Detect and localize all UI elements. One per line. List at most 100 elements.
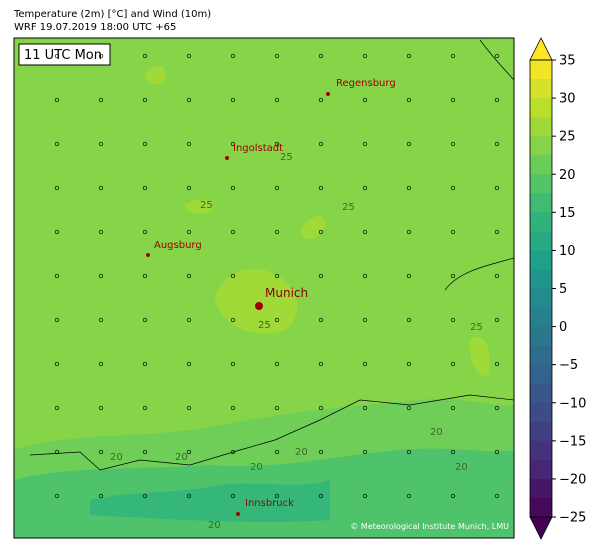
station bbox=[450, 317, 456, 323]
station bbox=[230, 141, 236, 147]
station bbox=[362, 449, 368, 455]
station bbox=[318, 449, 324, 455]
station bbox=[494, 185, 500, 191]
station bbox=[406, 361, 412, 367]
station bbox=[362, 53, 368, 59]
station bbox=[450, 53, 456, 59]
station bbox=[406, 493, 412, 499]
station bbox=[230, 229, 236, 235]
station bbox=[98, 97, 104, 103]
city-label: Ingolstadt bbox=[233, 143, 283, 154]
subtitle: WRF 19.07.2019 18:00 UTC +65 bbox=[14, 22, 176, 33]
station bbox=[318, 493, 324, 499]
colorbar-band bbox=[530, 79, 552, 99]
station bbox=[142, 141, 148, 147]
station bbox=[450, 449, 456, 455]
station bbox=[54, 273, 60, 279]
station bbox=[230, 361, 236, 367]
border bbox=[444, 257, 515, 291]
station bbox=[494, 405, 500, 411]
station bbox=[450, 405, 456, 411]
station bbox=[406, 97, 412, 103]
station bbox=[274, 493, 280, 499]
station bbox=[274, 317, 280, 323]
contour-label: 25 bbox=[200, 200, 213, 211]
contour-label: 20 bbox=[250, 462, 263, 473]
station bbox=[274, 185, 280, 191]
station bbox=[406, 405, 412, 411]
colorbar-band bbox=[530, 98, 552, 118]
border bbox=[479, 39, 515, 81]
station bbox=[318, 97, 324, 103]
colorbar-tick-label: 10 bbox=[559, 244, 576, 259]
station bbox=[494, 317, 500, 323]
border bbox=[29, 394, 515, 471]
station bbox=[230, 317, 236, 323]
station bbox=[362, 493, 368, 499]
station bbox=[186, 97, 192, 103]
station bbox=[406, 317, 412, 323]
station bbox=[142, 361, 148, 367]
station bbox=[450, 185, 456, 191]
station bbox=[142, 229, 148, 235]
station bbox=[142, 317, 148, 323]
station bbox=[98, 229, 104, 235]
station bbox=[318, 405, 324, 411]
station bbox=[362, 361, 368, 367]
station bbox=[318, 317, 324, 323]
station bbox=[142, 53, 148, 59]
colorbar-tick-label: −25 bbox=[559, 511, 586, 526]
colorbar-band bbox=[530, 402, 552, 423]
colorbar-band bbox=[530, 269, 552, 289]
station bbox=[450, 141, 456, 147]
station bbox=[142, 405, 148, 411]
station bbox=[274, 141, 280, 147]
station bbox=[230, 405, 236, 411]
station bbox=[98, 449, 104, 455]
colorbar-band bbox=[530, 231, 552, 251]
city-label: Regensburg bbox=[336, 78, 396, 89]
station bbox=[186, 493, 192, 499]
station bbox=[230, 273, 236, 279]
station bbox=[406, 141, 412, 147]
city-dot bbox=[146, 253, 150, 257]
colorbar-band bbox=[530, 60, 552, 80]
colorbar-band bbox=[530, 174, 552, 194]
contour-label: 20 bbox=[295, 447, 308, 458]
colorbar-band bbox=[530, 497, 552, 518]
colorbar-band bbox=[530, 193, 552, 213]
station bbox=[142, 449, 148, 455]
station bbox=[362, 97, 368, 103]
station bbox=[186, 449, 192, 455]
station bbox=[142, 273, 148, 279]
credit: © Meteorological Institute Munich, LMU bbox=[350, 522, 509, 531]
terrain bbox=[90, 480, 330, 523]
station bbox=[494, 273, 500, 279]
colorbar-band bbox=[530, 288, 552, 309]
station bbox=[362, 273, 368, 279]
colorbar-tick-label: 5 bbox=[559, 282, 567, 297]
station bbox=[274, 273, 280, 279]
station bbox=[406, 185, 412, 191]
colorbar-tick-label: 20 bbox=[559, 168, 576, 183]
dynamic-layer: Regensburg Ingolstadt Augsburg Munich Innsbr… bbox=[54, 37, 586, 540]
station bbox=[230, 53, 236, 59]
station bbox=[54, 449, 60, 455]
station bbox=[274, 97, 280, 103]
station bbox=[406, 273, 412, 279]
station bbox=[98, 493, 104, 499]
colorbar-band bbox=[530, 478, 552, 499]
station bbox=[318, 185, 324, 191]
colorbar-extend-bottom bbox=[529, 516, 553, 540]
colorbar-band bbox=[530, 459, 552, 480]
warm-area bbox=[145, 65, 166, 85]
colorbar-tick-label: 15 bbox=[559, 206, 576, 221]
station bbox=[494, 97, 500, 103]
city-dot bbox=[326, 92, 330, 96]
station bbox=[54, 185, 60, 191]
colorbar-tick-label: 35 bbox=[559, 54, 576, 69]
time-label: 11 UTC Mon bbox=[24, 48, 102, 63]
city-dot bbox=[255, 302, 263, 310]
station bbox=[54, 141, 60, 147]
